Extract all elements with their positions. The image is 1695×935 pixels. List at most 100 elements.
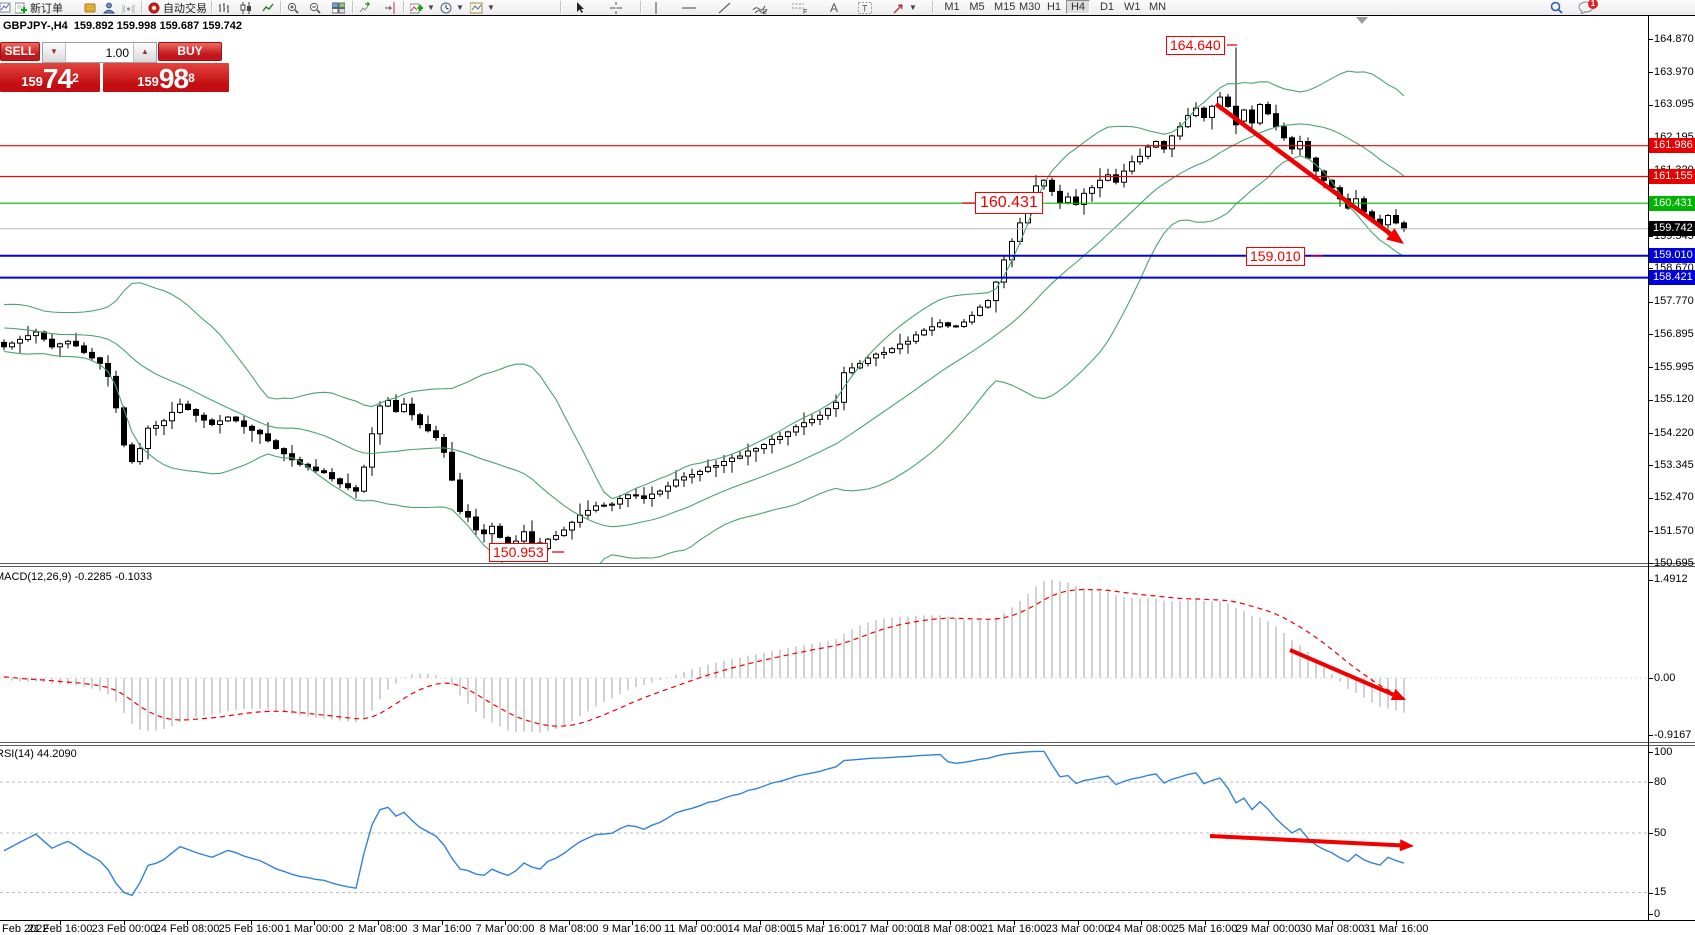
timeframe-button-m30[interactable]: M30 (1019, 1, 1041, 13)
buy-price-pips: 98 (158, 63, 189, 94)
price-tick-label: 154.220 (1654, 427, 1694, 439)
bollinger-lower-band[interactable] (3, 155, 1405, 564)
time-label: 30 Mar 08:00 (1299, 923, 1365, 935)
macd-pane-canvas[interactable] (0, 567, 1648, 742)
sell-button[interactable]: SELL (0, 42, 40, 61)
annotation-swing-high[interactable]: 164.640 (1166, 36, 1225, 55)
time-tick-mark (696, 921, 697, 925)
candle-body (225, 416, 231, 422)
buy-button[interactable]: BUY (158, 42, 222, 61)
candle-body (161, 420, 167, 427)
time-axis[interactable]: Feb 2022 21 Feb 16:00 23 Feb 00:00 24 Feb 0… (0, 921, 1695, 935)
pane-separator[interactable] (0, 563, 1695, 564)
timeframe-button-m15[interactable]: M15 (994, 1, 1016, 13)
templates-button[interactable]: ▼ (470, 1, 495, 14)
rsi-tick-label: 50 (1654, 827, 1667, 839)
candle-body (953, 325, 959, 328)
trendline-tool-icon[interactable] (718, 1, 731, 14)
time-label: 7 Mar 00:00 (475, 923, 535, 935)
chart-fragment-icon[interactable] (0, 1, 11, 14)
candlestick-mode-icon[interactable] (240, 1, 252, 14)
accounts-icon[interactable] (103, 1, 115, 14)
candle-body (1201, 107, 1207, 118)
candle-body (753, 448, 759, 452)
bollinger-upper-band[interactable] (3, 70, 1405, 500)
price-tick-label: 151.570 (1654, 525, 1694, 537)
rsi-arrow-head (1399, 839, 1414, 852)
timeframe-button-h4[interactable]: H4 (1066, 0, 1090, 14)
annotation-swing-low[interactable]: 150.953 (489, 543, 548, 562)
chart-shift-marker[interactable] (1356, 17, 1368, 24)
text-tool-icon[interactable]: A (830, 0, 839, 15)
time-label: 21 Mar 16:00 (981, 923, 1047, 935)
zoom-in-icon[interactable] (287, 1, 299, 14)
candle-body (345, 483, 351, 489)
buy-price-display[interactable]: 159 98 8 (103, 63, 229, 94)
macd-signal-line[interactable] (3, 588, 1405, 727)
rsi-line[interactable] (3, 750, 1405, 897)
timeframe-button-w1[interactable]: W1 (1124, 1, 1141, 13)
tile-windows-icon[interactable] (332, 1, 345, 14)
annotation-pivot[interactable]: 160.431 (975, 192, 1043, 214)
candle-body (825, 408, 831, 416)
fibonacci-tool-icon[interactable]: F (792, 1, 808, 14)
price-tick-label: 163.095 (1654, 98, 1694, 110)
time-tick-mark (1332, 921, 1333, 925)
price-tick-mark (1648, 268, 1653, 269)
timeframe-button-mn[interactable]: MN (1149, 1, 1167, 13)
trend-arrow-down[interactable] (1214, 102, 1404, 244)
autotrading-button[interactable]: 自动交易 (148, 1, 207, 15)
timeframe-button-m1[interactable]: M1 (944, 1, 960, 13)
candle-body (169, 411, 175, 422)
rsi-indicator-label: RSI(14) 44.2090 (0, 748, 77, 760)
rsi-arrow[interactable] (1209, 834, 1414, 852)
horizontal-line-tool-icon[interactable] (682, 1, 696, 14)
crosshair-tool-icon[interactable] (610, 1, 622, 14)
bollinger-middle-band[interactable] (3, 123, 1405, 528)
sell-price-display[interactable]: 159 74 2 (0, 63, 100, 93)
notifications-button[interactable]: 1 (1578, 0, 1598, 14)
volume-input[interactable] (66, 43, 133, 62)
search-icon[interactable] (1550, 1, 1563, 14)
bar-chart-mode-icon[interactable] (218, 1, 230, 14)
svg-text:E: E (763, 10, 767, 14)
pane-separator[interactable] (0, 745, 1695, 746)
sell-price-base: 159 (21, 74, 43, 89)
price-tick-label: 156.895 (1654, 328, 1694, 340)
timeframe-button-h1[interactable]: H1 (1046, 1, 1062, 13)
pane-separator[interactable] (0, 566, 1695, 567)
price-tick-mark (1648, 39, 1653, 40)
new-order-button[interactable]: 新订单 (15, 1, 63, 15)
candle-body (425, 424, 431, 432)
macd-arrow-down[interactable] (1289, 648, 1406, 700)
candle-body (65, 340, 71, 345)
time-label: 18 Mar 08:00 (917, 923, 983, 935)
periods-button[interactable]: ▼ (440, 1, 464, 14)
annotation-support[interactable]: 159.010 (1246, 247, 1305, 266)
rsi-pane-canvas[interactable] (0, 746, 1648, 920)
time-label: 25 Mar 16:00 (1172, 923, 1238, 935)
arrows-tool-button[interactable]: ▼ (893, 1, 917, 14)
vertical-line-tool-icon[interactable] (652, 1, 660, 14)
cursor-tool-icon[interactable] (575, 1, 586, 14)
main-chart-canvas[interactable] (0, 15, 1648, 564)
indicators-button[interactable]: ▼ (410, 1, 435, 14)
pane-separator[interactable] (0, 742, 1695, 743)
market-watch-icon[interactable] (84, 1, 96, 14)
candle-body (609, 503, 615, 506)
time-tick-mark (60, 921, 61, 925)
auto-scroll-icon[interactable] (359, 1, 372, 14)
time-label: Feb 2022 (2, 923, 49, 935)
volume-decrease-button[interactable]: ▼ (43, 43, 66, 62)
candle-body (521, 531, 527, 542)
zoom-out-icon[interactable] (309, 1, 321, 14)
equidistant-channel-tool-icon[interactable]: E (752, 1, 768, 14)
timeframe-button-d1[interactable]: D1 (1099, 1, 1115, 13)
volume-increase-button[interactable]: ▲ (133, 43, 156, 62)
chart-shift-icon[interactable] (383, 1, 396, 14)
broadcast-icon[interactable] (122, 1, 135, 14)
candle-body (249, 425, 255, 431)
timeframe-button-m5[interactable]: M5 (969, 1, 985, 13)
text-label-tool-icon[interactable]: T (858, 1, 872, 14)
line-chart-mode-icon[interactable] (262, 1, 274, 14)
